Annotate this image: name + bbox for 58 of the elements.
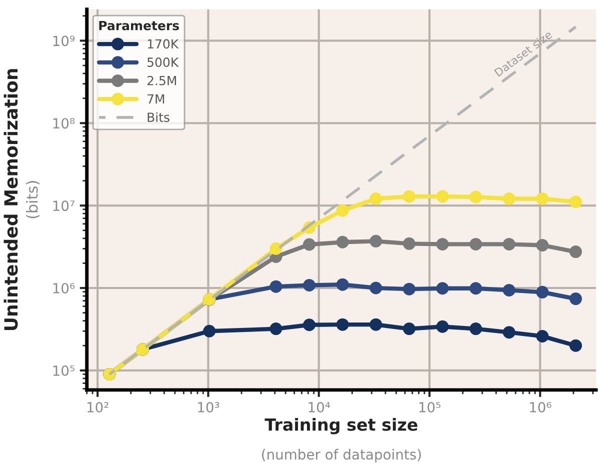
point	[436, 190, 449, 203]
point	[536, 192, 549, 205]
point	[436, 320, 449, 333]
point	[536, 286, 549, 298]
point	[569, 292, 582, 306]
y-tick-label: 10⁹	[53, 36, 75, 46]
point	[270, 280, 282, 293]
text: (bits)	[26, 181, 40, 218]
y-tick-label: 10⁸	[53, 118, 75, 129]
point	[402, 322, 416, 336]
point	[336, 318, 349, 331]
point	[569, 339, 582, 352]
y-tick-label: 10⁷	[53, 200, 74, 212]
point	[402, 190, 416, 203]
point	[436, 238, 449, 250]
point	[502, 192, 516, 205]
point	[370, 282, 382, 294]
point	[502, 238, 516, 250]
point	[402, 282, 416, 296]
y-axis-title: Unintended Memorization	[4, 69, 18, 330]
point	[569, 246, 582, 258]
point	[336, 278, 349, 291]
y-tick-label: 10⁵	[53, 365, 74, 376]
x-tick-label: 10⁶	[530, 402, 552, 412]
point	[303, 278, 316, 292]
point	[336, 204, 349, 217]
point	[470, 190, 482, 204]
legend-label: 7M	[148, 94, 164, 104]
point	[370, 234, 382, 248]
point	[303, 238, 316, 251]
y-tick-label: 10⁶	[53, 282, 75, 294]
x-tick-label: 10³	[198, 402, 220, 412]
text: (number of datapoints)	[262, 448, 421, 462]
point	[470, 238, 482, 250]
point	[502, 326, 516, 339]
point	[402, 237, 416, 250]
point	[436, 282, 449, 295]
x-axis-title: Training set size	[264, 418, 418, 434]
point	[536, 239, 549, 252]
point	[370, 318, 382, 331]
legend-label: Bits	[148, 112, 170, 122]
legend-label: 2.5M	[147, 76, 176, 86]
legend-title: Parameters	[99, 20, 179, 30]
point	[569, 196, 582, 208]
point	[470, 322, 482, 336]
legend-label: 170K	[148, 39, 179, 49]
x-tick-label: 10⁴	[308, 402, 330, 412]
legend-label: 500K	[148, 58, 179, 67]
point	[536, 330, 549, 342]
point	[336, 236, 349, 248]
point	[303, 318, 316, 332]
x-tick-label: 10²	[87, 402, 108, 412]
x-tick-label: 10⁵	[419, 402, 440, 412]
point	[270, 242, 282, 255]
point	[470, 282, 482, 295]
point	[370, 192, 382, 205]
point	[270, 322, 282, 336]
point	[502, 284, 516, 296]
